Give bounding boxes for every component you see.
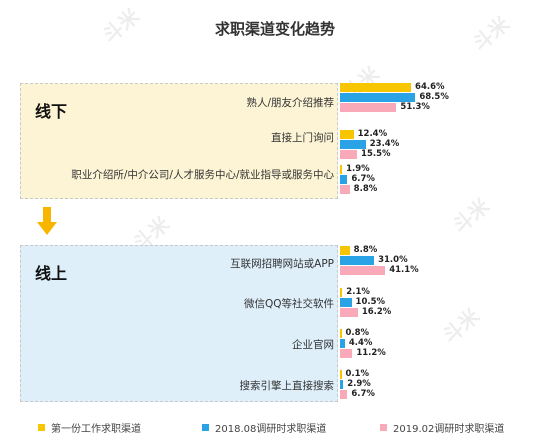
category-label: 微信QQ等社交软件	[243, 298, 334, 310]
bar	[340, 83, 412, 92]
legend-swatch	[380, 424, 387, 431]
offline-group-title: 线下	[35, 102, 68, 121]
data-label: 15.5%	[361, 149, 391, 159]
watermark-text: 斗米	[437, 303, 484, 348]
watermark-text: 斗米	[447, 193, 494, 238]
online-group-panel: 线上	[20, 245, 338, 402]
data-label: 2.1%	[346, 287, 370, 297]
bar	[340, 140, 366, 149]
legend-item: 第一份工作求职渠道	[38, 420, 141, 435]
bar	[340, 329, 342, 338]
data-label: 16.2%	[361, 307, 392, 317]
bar	[340, 298, 352, 307]
bar	[340, 103, 397, 112]
bar	[340, 130, 354, 139]
bar	[340, 380, 344, 389]
category-label: 职业介绍所/中介公司/人才服务中心/就业指导或服务中心	[71, 169, 334, 181]
chart-title: 求职渠道变化趋势	[214, 20, 335, 38]
data-label: 12.4%	[357, 129, 388, 139]
category-label: 熟人/朋友介绍推荐	[246, 97, 334, 109]
bar	[340, 175, 348, 184]
bar	[340, 370, 342, 379]
data-label: 51.3%	[400, 102, 430, 112]
legend: 第一份工作求职渠道 2018.08调研时求职渠道 2019.02调研时求职渠道	[0, 420, 550, 436]
data-label: 0.1%	[345, 369, 370, 379]
online-group-title: 线上	[35, 264, 68, 283]
bar	[340, 150, 358, 159]
bar	[340, 256, 375, 265]
category-label: 互联网招聘网站或APP	[230, 258, 334, 270]
data-label: 6.7%	[351, 389, 375, 399]
offline-group-panel: 线下	[20, 83, 338, 199]
bar	[340, 349, 353, 358]
data-label: 0.8%	[345, 328, 370, 338]
category-label: 企业官网	[292, 339, 334, 351]
legend-label: 2019.02调研时求职渠道	[393, 424, 505, 435]
bar	[340, 93, 416, 102]
bar	[340, 165, 343, 174]
bar	[340, 266, 386, 275]
data-label: 64.6%	[415, 82, 445, 92]
bar	[340, 288, 343, 297]
data-label: 41.1%	[389, 265, 419, 275]
legend-item: 2018.08调研时求职渠道	[202, 420, 326, 435]
data-label: 23.4%	[369, 139, 400, 149]
legend-label: 第一份工作求职渠道	[51, 424, 141, 435]
category-label: 搜索引擎上直接搜索	[239, 380, 335, 392]
bar	[340, 308, 358, 317]
bar	[340, 246, 350, 255]
data-label: 8.8%	[353, 245, 378, 255]
legend-swatch	[202, 424, 209, 431]
down-arrow-icon	[37, 207, 57, 235]
legend-swatch	[38, 424, 45, 431]
bar	[340, 339, 345, 348]
legend-label: 2018.08调研时求职渠道	[215, 424, 327, 435]
data-label: 10.5%	[355, 297, 386, 307]
data-label: 1.9%	[346, 164, 370, 174]
data-label: 31.0%	[378, 255, 408, 265]
data-label: 8.8%	[353, 184, 378, 194]
data-label: 2.9%	[347, 379, 371, 389]
data-label: 11.2%	[356, 348, 386, 358]
data-label: 4.4%	[348, 338, 373, 348]
data-label: 68.5%	[419, 92, 449, 102]
data-label: 6.7%	[351, 174, 375, 184]
bar	[340, 390, 348, 399]
category-label: 直接上门询问	[271, 132, 334, 144]
legend-item: 2019.02调研时求职渠道	[380, 420, 504, 435]
bar	[340, 185, 350, 194]
